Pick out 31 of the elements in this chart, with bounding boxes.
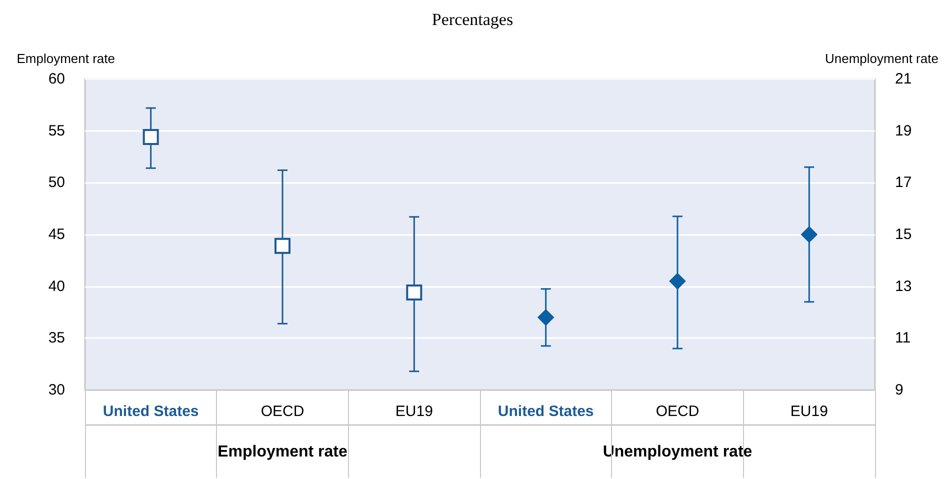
x-tick-label: United States (102, 403, 199, 420)
y-tick-label: 45 (48, 226, 65, 243)
point (538, 309, 554, 326)
x-tick-label: OECD (656, 403, 700, 420)
y2-tick-label: 13 (895, 278, 912, 295)
y-tick-label: 30 (48, 382, 65, 398)
y2-tick-label: 11 (895, 330, 911, 347)
point (406, 284, 422, 301)
y2-tick-label: 9 (895, 382, 904, 398)
y-tick-label: 55 (48, 122, 65, 140)
y-tick-label: 35 (48, 330, 65, 347)
y-tick-label: 60 (48, 70, 65, 88)
x-tick-label: EU19 (395, 403, 433, 420)
chart-title: Percentages (432, 10, 514, 29)
y2-tick-label: 19 (895, 122, 912, 140)
point (670, 273, 686, 290)
y-tick-label: 40 (48, 278, 65, 295)
x-tick-label: United States (498, 403, 594, 420)
y2-tick-label: 15 (895, 226, 912, 243)
y2-tick-label: 21 (895, 70, 912, 88)
y-tick-label: 50 (48, 174, 65, 192)
text: Employment rate (218, 444, 348, 460)
text: Unemployment rate (602, 444, 752, 460)
y2-axis-title: Unemployment rate (825, 51, 938, 66)
x-tick-label: OECD (260, 403, 304, 420)
y-axis-title: Employment rate (16, 51, 115, 66)
y2-tick-label: 17 (895, 174, 912, 192)
point (801, 226, 818, 242)
x-tick-label: EU19 (790, 403, 828, 420)
point (142, 129, 159, 146)
point (274, 238, 290, 254)
